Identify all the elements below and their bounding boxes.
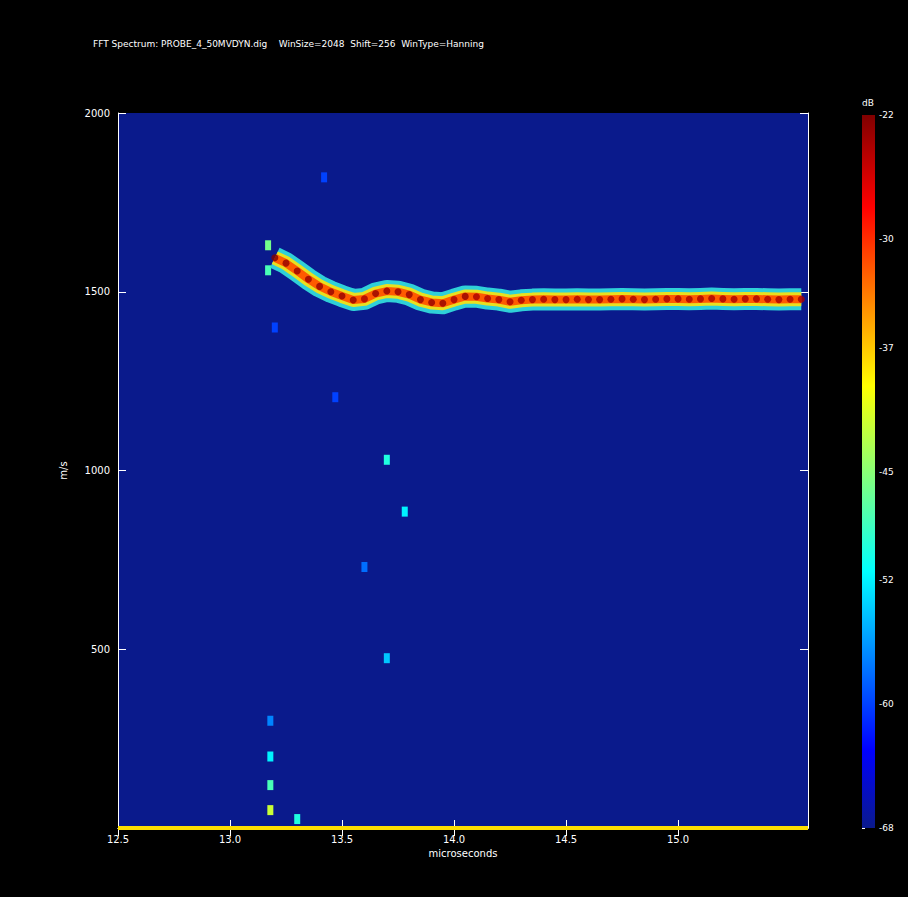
svg-text:14.5: 14.5 [555,834,577,845]
svg-text:2000: 2000 [85,108,110,119]
svg-text:13.0: 13.0 [219,834,241,845]
svg-text:14.0: 14.0 [443,834,465,845]
svg-text:-37: -37 [879,343,894,353]
svg-text:-22: -22 [879,110,894,120]
svg-text:-52: -52 [879,575,894,585]
svg-text:-68: -68 [879,823,894,833]
svg-text:-60: -60 [879,699,894,709]
svg-text:FFT Spectrum: PROBE_4_50MVDYN.: FFT Spectrum: PROBE_4_50MVDYN.dig WinSiz… [93,39,484,49]
svg-text:500: 500 [91,644,110,655]
svg-text:1500: 1500 [85,286,110,297]
svg-text:1000: 1000 [85,465,110,476]
svg-text:m/s: m/s [58,461,69,479]
svg-text:dB: dB [862,98,874,108]
svg-text:15.0: 15.0 [667,834,689,845]
svg-text:12.5: 12.5 [107,834,129,845]
svg-text:-45: -45 [879,467,894,477]
svg-text:13.5: 13.5 [331,834,353,845]
svg-text:microseconds: microseconds [429,848,498,859]
svg-text:-30: -30 [879,234,894,244]
